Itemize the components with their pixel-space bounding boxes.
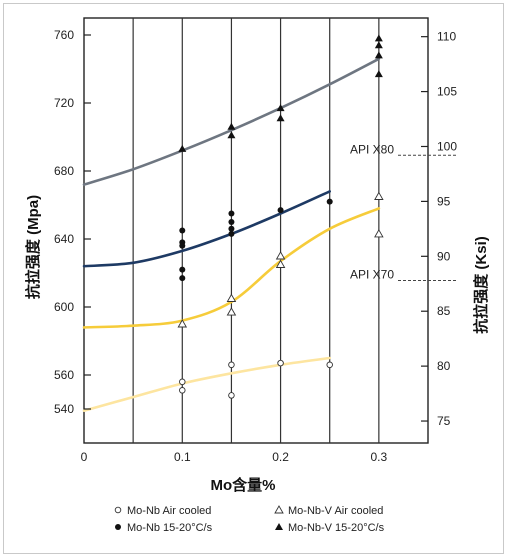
data-point: [228, 392, 235, 399]
data-point: [374, 70, 383, 78]
data-markers: [177, 34, 384, 399]
reference-lines: API X80 API X70: [350, 142, 456, 281]
y-left-tick-label: 680: [54, 164, 74, 178]
legend-label: Mo-Nb-V 15-20°C/s: [288, 522, 385, 534]
axis-ticks: 0 0.1 0.2 0.3 540 560 600 640 680 720 760 75 80 85 90 9…: [54, 28, 457, 464]
y-left-tick-label: 720: [54, 96, 74, 110]
y-axis-left-title: 抗拉强度 (Mpa): [24, 195, 42, 299]
x-tick-label: 0.2: [272, 450, 289, 464]
data-point: [226, 293, 237, 302]
y-left-tick-label: 540: [54, 402, 74, 416]
chart-frame: [3, 3, 504, 554]
x-tick-label: 0.1: [174, 450, 191, 464]
data-point: [227, 131, 236, 139]
data-point: [228, 219, 235, 225]
data-point: [179, 266, 186, 273]
trend-curve: [82, 356, 331, 412]
data-point: [228, 361, 235, 369]
plot-border: [83, 17, 429, 444]
y-right-tick-label: 110: [437, 30, 456, 44]
y-right-tick-label: 105: [437, 85, 457, 99]
data-point: [228, 230, 235, 237]
y-right-tick-label: 80: [437, 359, 451, 373]
y-axis-right-title: 抗拉强度 (Ksi): [472, 236, 490, 334]
data-point: [228, 225, 235, 232]
data-point: [374, 34, 383, 42]
legend-marker: [274, 505, 284, 514]
data-point: [179, 387, 186, 394]
y-right-tick-label: 95: [437, 194, 451, 208]
data-point: [277, 207, 284, 214]
data-point: [179, 378, 186, 386]
legend-marker: [275, 523, 283, 530]
data-point: [277, 359, 284, 367]
data-point: [276, 104, 285, 112]
data-point: [374, 51, 383, 59]
data-point: [179, 242, 186, 249]
data-point: [177, 319, 188, 328]
legend-label: Mo-Nb 15-20°C/s: [127, 522, 213, 534]
y-left-tick-label: 640: [54, 232, 74, 246]
y-right-tick-label: 90: [437, 249, 451, 263]
trend-curve: [82, 190, 331, 268]
data-point: [326, 198, 333, 205]
legend-label: Mo-Nb-V Air cooled: [288, 505, 383, 517]
y-left-tick-label: 560: [54, 368, 74, 382]
data-point: [179, 227, 186, 234]
reference-line-label: API X80: [350, 142, 394, 156]
data-point: [226, 307, 237, 316]
plot-area: [83, 17, 429, 444]
data-point: [227, 122, 236, 130]
legend-marker: [114, 506, 122, 514]
legend-label: Mo-Nb Air cooled: [127, 505, 211, 517]
trend-curve: [82, 57, 381, 186]
data-point: [179, 275, 186, 282]
data-point: [326, 361, 333, 369]
data-point: [374, 228, 384, 238]
data-point: [276, 114, 285, 122]
y-right-tick-label: 85: [437, 304, 451, 318]
y-right-tick-label: 100: [437, 139, 457, 153]
data-point: [275, 251, 286, 260]
y-left-tick-label: 600: [54, 300, 74, 314]
data-point: [228, 210, 235, 217]
data-point: [374, 41, 383, 49]
y-left-tick-label: 760: [54, 28, 74, 42]
legend-marker: [115, 524, 121, 530]
legend: Mo-Nb Air cooled Mo-Nb-V Air cooled Mo-Nb …: [114, 505, 385, 534]
x-tick-label: 0: [81, 450, 88, 464]
reference-line-label: API X70: [350, 267, 394, 281]
y-right-tick-label: 75: [437, 414, 451, 428]
data-point: [178, 144, 187, 152]
data-point: [275, 259, 286, 268]
x-axis-title: Mo含量%: [211, 476, 276, 494]
data-point: [374, 191, 384, 200]
x-tick-label: 0.3: [371, 450, 388, 464]
